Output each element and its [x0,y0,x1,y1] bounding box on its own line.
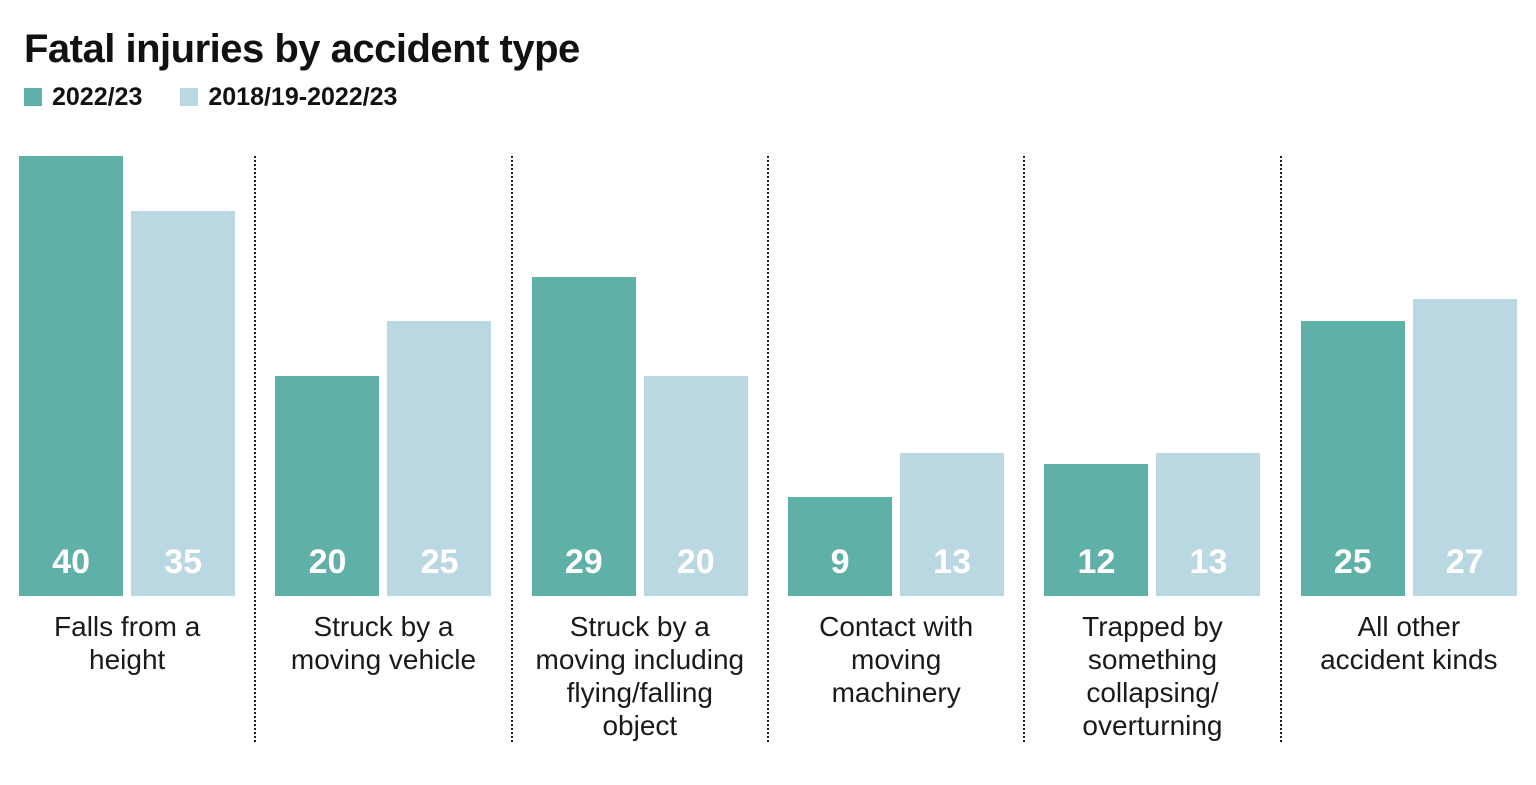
bar-pair: 29 20 [513,156,767,596]
chart-header: Fatal injuries by accident type 2022/23 2… [0,0,1536,112]
bar-value-label: 20 [676,543,715,581]
category-group-0: 40 35 Falls from a height [0,156,254,742]
legend: 2022/23 2018/19-2022/23 [24,83,1536,112]
bar-value-label: 13 [1189,543,1228,581]
category-label: Falls from a height [54,611,201,675]
bar-pair: 20 25 [256,156,510,596]
legend-swatch-icon [24,88,42,106]
bar-value-label: 25 [420,543,459,581]
bar-series0-cat5: 25 [1300,321,1405,596]
bar-pair: 25 27 [1282,156,1536,596]
bar-series1-cat1: 25 [387,321,492,596]
bar-pair: 12 13 [1025,156,1279,596]
bar-value-label: 35 [164,543,203,581]
bar-series0-cat0: 40 [19,156,124,596]
category-group-1: 20 25 Struck by a moving vehicle [254,156,510,742]
chart: 40 35 Falls from a height 20 25 Struck by a m… [0,156,1536,742]
bar-series0-cat1: 20 [275,376,380,596]
bar-value-label: 25 [1333,543,1372,581]
bar-value-label: 9 [830,543,850,581]
legend-item-1: 2018/19-2022/23 [180,83,397,112]
bar-series0-cat4: 12 [1044,464,1149,596]
category-group-4: 12 13 Trapped by something collapsing/ ove… [1023,156,1279,742]
bar-series1-cat3: 13 [900,453,1005,596]
legend-label: 2018/19-2022/23 [208,82,398,111]
legend-label: 2022/23 [52,82,143,111]
category-label: Struck by a moving including flying/fall… [535,611,745,741]
legend-swatch-icon [180,88,199,106]
bar-pair: 40 35 [0,156,254,596]
bar-value-label: 13 [933,543,972,581]
bar-value-label: 29 [564,543,603,581]
category-group-3: 9 13 Contact with moving machinery [766,156,1023,742]
category-label: Trapped by something collapsing/ overtur… [1082,611,1223,741]
bar-pair: 9 13 [769,156,1023,596]
legend-item-0: 2022/23 [24,83,142,112]
category-group-5: 25 27 All other accident kinds [1279,156,1536,742]
category-label: Struck by a moving vehicle [290,611,477,675]
bar-series0-cat3: 9 [788,497,893,596]
bar-value-label: 27 [1445,543,1484,581]
category-group-2: 29 20 Struck by a moving including flying/… [510,156,767,742]
bar-value-label: 40 [52,543,91,581]
bar-series1-cat0: 35 [131,211,236,596]
category-label: All other accident kinds [1320,611,1498,675]
bar-value-label: 20 [308,543,347,581]
bar-series0-cat2: 29 [531,277,636,596]
bar-series1-cat4: 13 [1156,453,1261,596]
bar-value-label: 12 [1077,543,1116,581]
bar-series1-cat5: 27 [1412,299,1517,596]
chart-title: Fatal injuries by accident type [24,27,580,71]
category-label: Contact with moving machinery [819,611,974,708]
bar-series1-cat2: 20 [643,376,748,596]
